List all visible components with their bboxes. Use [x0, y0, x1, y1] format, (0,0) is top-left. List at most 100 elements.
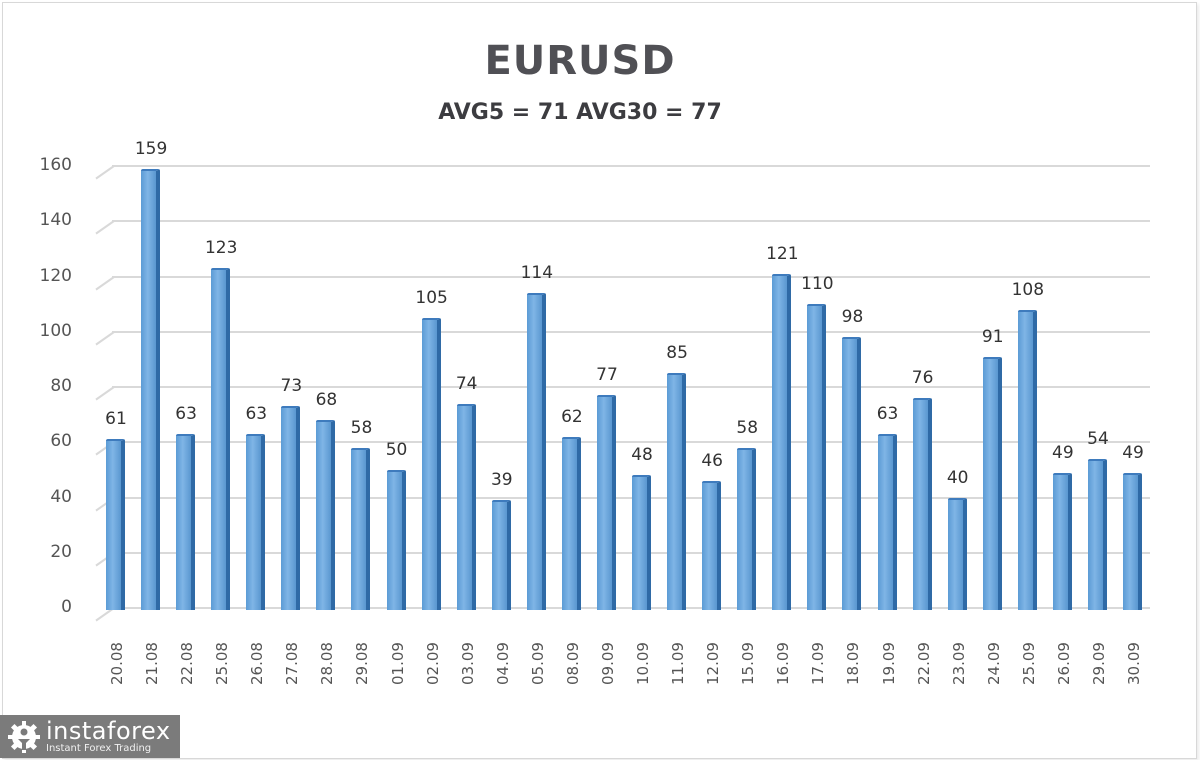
- logo-name: instaforex: [46, 716, 171, 745]
- bar-value-label: 114: [520, 263, 554, 284]
- bar-11.09: [667, 373, 687, 610]
- bar-value-label: 105: [415, 287, 448, 308]
- gridline: [112, 386, 1150, 388]
- x-tick-label: 05.09: [528, 642, 547, 685]
- gridline-depth: [95, 220, 115, 235]
- bar-15.09: [737, 447, 757, 610]
- bar-value-label: 50: [385, 439, 408, 460]
- bar-26.09: [1052, 472, 1072, 610]
- x-tick-label: 26.08: [248, 642, 267, 685]
- gridline-depth: [95, 275, 115, 290]
- y-tick-label: 140: [39, 210, 72, 231]
- bar-21.08: [141, 168, 161, 610]
- bar-value-label: 46: [701, 450, 723, 471]
- gridline: [112, 275, 1150, 278]
- bar-16.09: [772, 273, 792, 610]
- bar-10.09: [632, 475, 652, 610]
- gear-person-icon: [8, 720, 40, 753]
- x-tick-label: 24.09: [984, 642, 1003, 685]
- chart-subtitle: AVG5 = 71 AVG30 = 77: [438, 100, 722, 125]
- x-tick-label: 20.08: [108, 642, 126, 685]
- x-tick-label: 29.08: [353, 642, 372, 685]
- bar-28.08: [316, 420, 336, 610]
- bar-value-label: 85: [666, 343, 688, 364]
- x-tick-label: 15.09: [739, 642, 758, 685]
- x-tick-label: 21.08: [143, 642, 162, 685]
- bar-value-label: 68: [315, 390, 338, 411]
- bar-29.08: [351, 447, 371, 610]
- x-tick-label: 12.09: [704, 642, 723, 685]
- x-tick-label: 22.09: [914, 642, 933, 685]
- x-tick-label: 16.09: [774, 642, 793, 685]
- x-tick-label: 25.09: [1019, 642, 1038, 685]
- x-tick-label: 25.08: [213, 642, 232, 685]
- y-tick-label: 80: [50, 376, 72, 396]
- bar-value-label: 91: [981, 326, 1004, 347]
- gridline: [112, 330, 1150, 333]
- bar-value-label: 159: [134, 138, 168, 159]
- bar-22.08: [176, 433, 196, 610]
- y-tick-label: 20: [50, 541, 72, 562]
- y-tick-label: 0: [61, 597, 72, 617]
- bar-04.09: [491, 500, 511, 610]
- y-tick-label: 160: [39, 155, 72, 175]
- x-tick-label: 10.09: [634, 642, 653, 685]
- x-tick-label: 09.09: [598, 642, 617, 685]
- bar-18.09: [842, 337, 862, 610]
- bar-value-label: 58: [350, 417, 373, 438]
- x-tick-label: 01.09: [388, 642, 407, 685]
- bar-value-label: 77: [596, 365, 618, 386]
- bar-30.09: [1123, 472, 1143, 610]
- gridline: [112, 551, 1150, 554]
- bar-value-label: 108: [1011, 279, 1045, 300]
- bar-value-label: 123: [204, 238, 238, 259]
- x-tick-label: 04.09: [493, 642, 512, 685]
- gridline: [112, 165, 1150, 167]
- logo-tagline: Instant Forex Trading: [46, 742, 152, 754]
- x-tick-label: 23.09: [949, 642, 968, 685]
- bar-value-label: 121: [766, 243, 799, 264]
- bar-23.09: [947, 497, 967, 610]
- bar-value-label: 110: [801, 274, 834, 295]
- bar-25.09: [1017, 309, 1037, 610]
- instaforex-logo: instaforex Instant Forex Trading: [0, 715, 180, 758]
- bar-value-label: 40: [946, 467, 969, 488]
- x-tick-label: 28.08: [318, 642, 337, 685]
- x-tick-label: 03.09: [458, 642, 477, 685]
- bar-value-label: 39: [490, 470, 513, 491]
- x-tick-label: 26.09: [1054, 642, 1073, 685]
- gridline-depth: [95, 386, 115, 401]
- bar-19.09: [877, 433, 897, 610]
- bar-20.08: [106, 439, 125, 610]
- gridline-depth: [95, 330, 115, 346]
- bar-value-label: 74: [455, 373, 478, 394]
- gridline: [112, 220, 1150, 223]
- bar-value-label: 62: [561, 406, 583, 427]
- gridline: [112, 607, 1150, 609]
- bar-value-label: 98: [841, 307, 864, 328]
- y-tick-label: 40: [50, 486, 72, 507]
- x-tick-label: 08.09: [563, 642, 582, 685]
- bar-01.09: [386, 469, 406, 610]
- y-tick-label: 120: [39, 265, 72, 286]
- chart-title: EURUSD: [484, 38, 676, 84]
- x-tick-label: 17.09: [809, 642, 828, 685]
- y-tick-label: 100: [39, 320, 72, 341]
- bar-17.09: [807, 304, 827, 610]
- bar-value-label: 63: [876, 403, 899, 424]
- bar-09.09: [596, 395, 616, 610]
- gridline: [112, 441, 1150, 444]
- bar-29.09: [1087, 458, 1107, 610]
- bar-value-label: 49: [1052, 442, 1074, 463]
- x-tick-label: 27.08: [283, 642, 302, 685]
- bar-02.09: [421, 317, 441, 610]
- bar-value-label: 54: [1087, 428, 1109, 449]
- x-tick-label: 02.09: [423, 642, 442, 685]
- bar-05.09: [526, 293, 546, 610]
- bar-value-label: 73: [280, 376, 303, 397]
- bar-value-label: 58: [736, 417, 759, 438]
- gridline-depth: [95, 165, 115, 180]
- x-tick-label: 18.09: [844, 642, 863, 685]
- bar-value-label: 63: [245, 403, 268, 424]
